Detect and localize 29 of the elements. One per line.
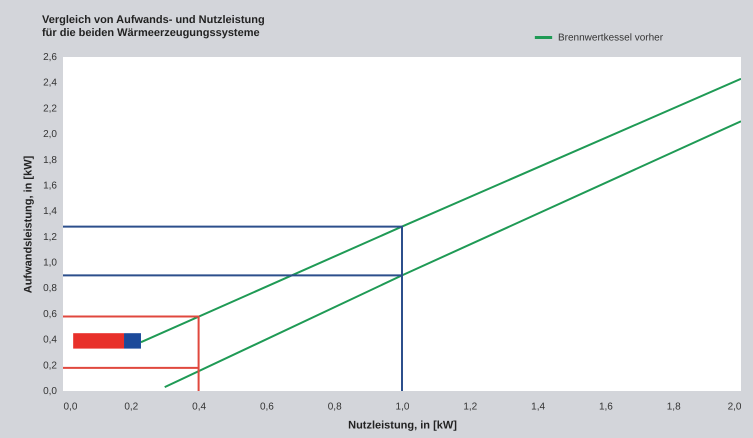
y-tick-label: 1,0 [43,258,58,269]
x-tick-label: 1,8 [666,402,682,412]
y-tick-label: 1,2 [43,232,58,243]
x-tick-label: 1,2 [463,402,478,412]
y-tick-label: 0,6 [43,308,58,320]
x-tick-label: 1,4 [531,402,546,412]
y-tick-label: 1,6 [43,180,58,192]
x-axis-title: Nutzleistung, in [kW] [348,420,458,432]
y-tick-label: 0,0 [43,386,58,397]
x-tick-label: 0,6 [260,402,274,412]
y-tick-label: 2,6 [43,52,58,63]
x-tick-label: 1,0 [396,402,410,412]
x-tick-label: 2,0 [728,402,742,412]
y-tick-label: 0,4 [43,334,58,346]
x-tick-label: 1,6 [598,402,614,412]
y-tick-label: 0,8 [43,283,58,294]
x-tick-label: 0,2 [124,402,139,412]
y-tick-label: 2,0 [43,129,58,140]
x-tick-label: 0,8 [328,402,342,412]
y-axis-title: Aufwandsleistung, in [kW] [22,155,34,294]
legend-label: Brennwertkessel vorher [558,32,664,44]
x-tick-label: 0,0 [64,402,78,412]
y-tick-label: 1,8 [43,154,58,166]
y-tick-label: 2,2 [43,103,58,114]
x-tick-label: 0,4 [192,402,206,412]
y-tick-label: 2,4 [43,78,58,89]
y-tick-label: 0,2 [43,360,58,372]
y-tick-label: 1,4 [43,206,58,218]
chart-title: Vergleich von Aufwands- und Nutzleistung für die beiden Wärmeerzeugungssysteme [42,14,265,39]
